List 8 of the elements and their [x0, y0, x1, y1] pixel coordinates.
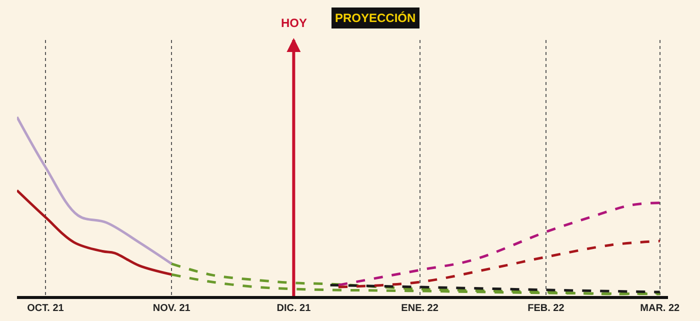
x-tick-label: FEB. 22 [528, 302, 565, 314]
ref-line-label: HOY [281, 16, 308, 30]
x-tick-label: ENE. 22 [401, 302, 439, 314]
x-tick-label: NOV. 21 [152, 302, 191, 314]
x-tick-label: MAR. 22 [640, 302, 680, 314]
x-tick-label: OCT. 21 [27, 302, 64, 314]
x-tick-label: DIC. 21 [276, 302, 312, 314]
text: PROYECCIÓN [335, 11, 416, 25]
